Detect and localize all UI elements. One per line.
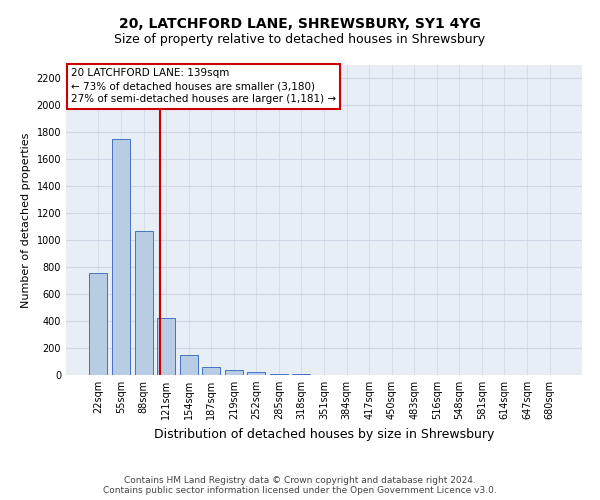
Bar — [292, 374, 310, 375]
Bar — [225, 370, 243, 375]
Y-axis label: Number of detached properties: Number of detached properties — [21, 132, 31, 308]
Text: Size of property relative to detached houses in Shrewsbury: Size of property relative to detached ho… — [115, 32, 485, 46]
Bar — [270, 374, 288, 375]
Text: 20 LATCHFORD LANE: 139sqm
← 73% of detached houses are smaller (3,180)
27% of se: 20 LATCHFORD LANE: 139sqm ← 73% of detac… — [71, 68, 336, 104]
Bar — [202, 367, 220, 375]
Text: 20, LATCHFORD LANE, SHREWSBURY, SY1 4YG: 20, LATCHFORD LANE, SHREWSBURY, SY1 4YG — [119, 18, 481, 32]
Bar — [179, 355, 198, 375]
Bar — [112, 139, 130, 375]
Bar — [247, 372, 265, 375]
Text: Contains HM Land Registry data © Crown copyright and database right 2024.
Contai: Contains HM Land Registry data © Crown c… — [103, 476, 497, 495]
Bar — [134, 231, 152, 375]
Bar — [89, 272, 107, 375]
Bar — [157, 318, 175, 375]
X-axis label: Distribution of detached houses by size in Shrewsbury: Distribution of detached houses by size … — [154, 428, 494, 440]
